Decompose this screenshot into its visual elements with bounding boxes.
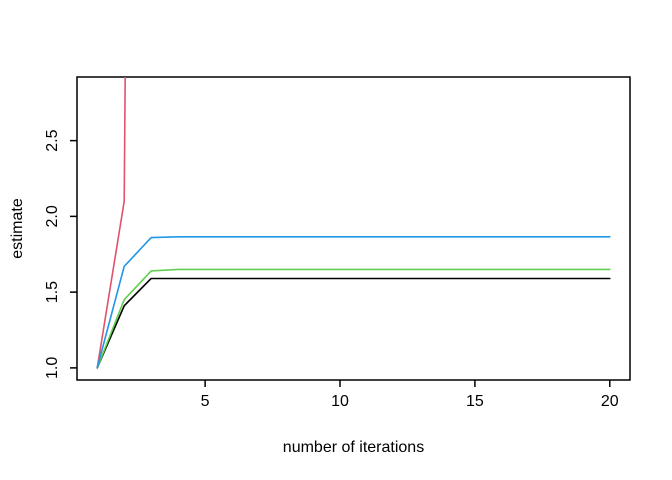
y-tick-label: 2.0: [44, 205, 61, 227]
y-axis-ticks: 1.0 1.5 2.0 2.5: [44, 129, 77, 379]
x-tick-label: 5: [201, 393, 210, 410]
series-line-blue: [96, 236, 611, 369]
y-tick-label: 1.0: [44, 357, 61, 379]
x-axis-label: number of iterations: [283, 439, 424, 456]
series-line-black: [96, 277, 611, 369]
y-axis-label: estimate: [9, 198, 26, 259]
plot-box: [76, 76, 631, 381]
y-tick-label: 2.5: [44, 129, 61, 151]
x-axis-ticks: 5 10 15 20: [201, 380, 619, 410]
x-tick-label: 10: [331, 393, 349, 410]
series-line-red: [96, 77, 126, 369]
series-line-green: [96, 268, 611, 369]
x-tick-label: 15: [466, 393, 484, 410]
series-lines: [96, 77, 611, 369]
y-tick-label: 1.5: [44, 281, 61, 303]
x-tick-label: 20: [601, 393, 619, 410]
